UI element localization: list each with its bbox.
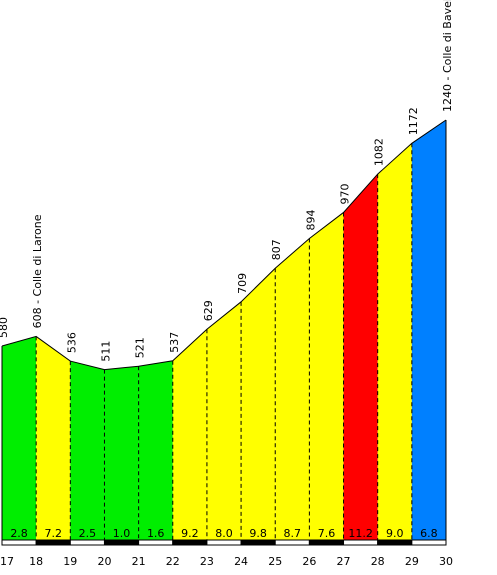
axis-km-block — [172, 539, 208, 546]
distance-tick-label: 29 — [405, 555, 419, 568]
profile-segment — [206, 301, 242, 540]
elevation-labels: 580 608 - Colle di Larone 536 511 521 537 629 7… — [0, 0, 454, 362]
axis-km-block — [206, 539, 242, 546]
distance-tick-label: 19 — [63, 555, 77, 568]
gradient-label: 11.2 — [348, 527, 373, 540]
axis-km-block — [1, 539, 37, 546]
elevation-label: 1240 - Colle di Bavella — [441, 0, 454, 112]
profile-segment — [104, 366, 139, 540]
elevation-label: 536 — [65, 332, 78, 353]
profile-segment — [138, 360, 173, 540]
profile-segment — [309, 212, 344, 541]
axis-km-block — [103, 539, 140, 546]
distance-tick-label: 30 — [439, 555, 453, 568]
axis-km-block — [377, 539, 413, 546]
elevation-label: 580 — [0, 317, 10, 338]
profile-segment — [2, 336, 37, 540]
elevation-label: 608 - Colle di Larone — [31, 214, 44, 328]
gradient-label: 9.0 — [386, 527, 404, 540]
elevation-label: 807 — [270, 239, 283, 260]
axis-km-block — [411, 539, 447, 546]
profile-segment — [70, 361, 105, 540]
distance-tick-label: 26 — [302, 555, 316, 568]
gradient-label: 2.5 — [79, 527, 97, 540]
profile-segment — [411, 120, 446, 540]
elevation-label: 970 — [339, 183, 352, 204]
km-dividers — [1, 120, 447, 540]
distance-tick-label: 27 — [337, 555, 351, 568]
elevation-label: 1172 — [407, 107, 420, 135]
distance-tick-label: 21 — [132, 555, 146, 568]
profile-outline — [1, 119, 447, 371]
axis-km-block — [240, 539, 276, 546]
distance-tick-label: 17 — [0, 555, 14, 568]
profile-segment — [275, 238, 310, 540]
profile-segment — [343, 174, 378, 540]
gradient-label: 8.7 — [284, 527, 302, 540]
gradient-label: 6.8 — [420, 527, 438, 540]
gradient-label: 7.6 — [318, 527, 336, 540]
axis-km-block — [343, 539, 379, 546]
distance-tick-label: 20 — [97, 555, 111, 568]
gradient-label: 9.2 — [181, 527, 199, 540]
distance-tick-label: 24 — [234, 555, 248, 568]
gradient-label: 8.0 — [215, 527, 233, 540]
gradient-label: 1.0 — [113, 527, 131, 540]
elevation-label: 521 — [134, 337, 147, 358]
distance-axis: 17 18 19 20 21 22 23 24 25 26 27 28 29 30 — [0, 539, 453, 568]
axis-km-block — [69, 539, 105, 546]
gradient-labels: 2.8 7.2 2.5 1.0 1.6 9.2 8.0 9.8 8.7 7.6 11.2 9.0 6.8 — [10, 527, 437, 540]
profile-segment — [241, 268, 276, 540]
gradient-label: 2.8 — [10, 527, 28, 540]
gradient-label: 7.2 — [44, 527, 62, 540]
distance-tick-label: 23 — [200, 555, 214, 568]
elevation-label: 894 — [304, 209, 317, 230]
elevation-label: 537 — [168, 332, 181, 353]
gradient-label: 1.6 — [147, 527, 165, 540]
distance-tick-label: 22 — [166, 555, 180, 568]
gradient-label: 9.8 — [249, 527, 267, 540]
axis-km-block — [308, 539, 345, 546]
elevation-label: 511 — [99, 341, 112, 362]
distance-tick-label: 18 — [29, 555, 43, 568]
profile-segments — [2, 120, 446, 541]
profile-segment — [36, 336, 71, 540]
axis-km-block — [274, 539, 310, 546]
axis-km-block — [138, 539, 174, 546]
profile-segment — [172, 329, 207, 540]
elevation-label: 629 — [202, 300, 215, 321]
elevation-label: 1082 — [373, 138, 386, 166]
profile-segment — [377, 143, 412, 540]
axis-km-block — [35, 539, 71, 546]
profile-line — [1, 119, 447, 371]
distance-tick-label: 25 — [268, 555, 282, 568]
elevation-label: 709 — [236, 273, 249, 294]
distance-tick-label: 28 — [371, 555, 385, 568]
